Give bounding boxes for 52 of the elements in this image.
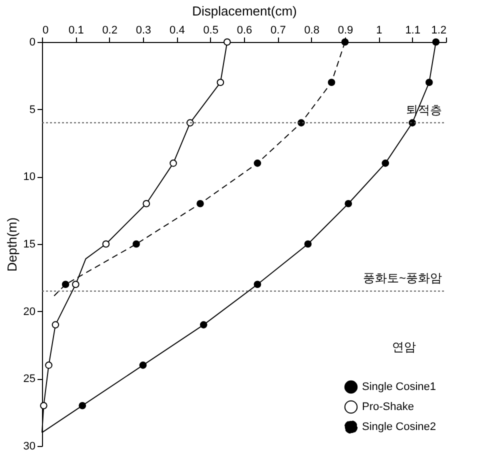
y-tick-label: 20	[23, 306, 36, 318]
point	[341, 38, 349, 46]
x-tick-label: 0	[42, 24, 49, 36]
x-tick-label: 1	[376, 24, 382, 36]
point	[52, 321, 60, 328]
x-tick-label: 0.9	[338, 24, 354, 36]
point	[196, 200, 204, 208]
point	[78, 402, 86, 410]
point	[216, 78, 224, 86]
point	[139, 362, 147, 369]
point	[426, 78, 433, 86]
x-tick-label: 0.8	[304, 24, 320, 36]
point	[40, 402, 48, 410]
y-tick-label: 25	[23, 373, 36, 386]
legend-label: Single Cosine1	[362, 381, 436, 393]
x-tick-label: 0.2	[102, 24, 118, 36]
y-tick-label: 5	[29, 104, 36, 116]
y-tick-label: 0	[29, 36, 36, 48]
point	[344, 200, 352, 208]
point	[304, 240, 312, 248]
legend-label: Single Cosine2	[362, 421, 436, 433]
point	[328, 78, 336, 86]
x-tick-label: 0.5	[203, 24, 218, 36]
point	[45, 362, 52, 369]
x-tick-label: 0.4	[170, 24, 185, 36]
point	[200, 321, 208, 328]
point	[254, 280, 262, 288]
point	[132, 240, 140, 248]
point	[62, 280, 70, 288]
point	[224, 38, 231, 46]
point	[102, 240, 110, 248]
point	[72, 280, 80, 288]
x-axis-title: Displacement(cm)	[192, 4, 297, 18]
annotation: 연암	[392, 340, 416, 354]
x-tick-label: 0.6	[236, 24, 252, 36]
ref-line-label: 풍화토~풍화암	[362, 271, 442, 286]
x-tick-label: 1.2	[431, 24, 446, 36]
point	[170, 160, 177, 167]
point	[382, 160, 390, 167]
x-tick-label: 0.3	[136, 24, 152, 36]
y-tick-label: 30	[23, 440, 36, 452]
y-axis-title: Depth(m)	[4, 217, 20, 272]
point	[186, 119, 194, 126]
legend-label: Pro-Shake	[362, 401, 414, 413]
x-tick-label: 0.1	[68, 24, 84, 36]
point	[254, 160, 262, 167]
x-tick-label: 0.7	[270, 24, 286, 36]
x-tick-label: 1.1	[405, 24, 420, 36]
y-tick-label: 10	[23, 171, 36, 184]
point	[142, 200, 150, 208]
y-tick-label: 15	[23, 238, 36, 250]
point	[432, 38, 440, 46]
